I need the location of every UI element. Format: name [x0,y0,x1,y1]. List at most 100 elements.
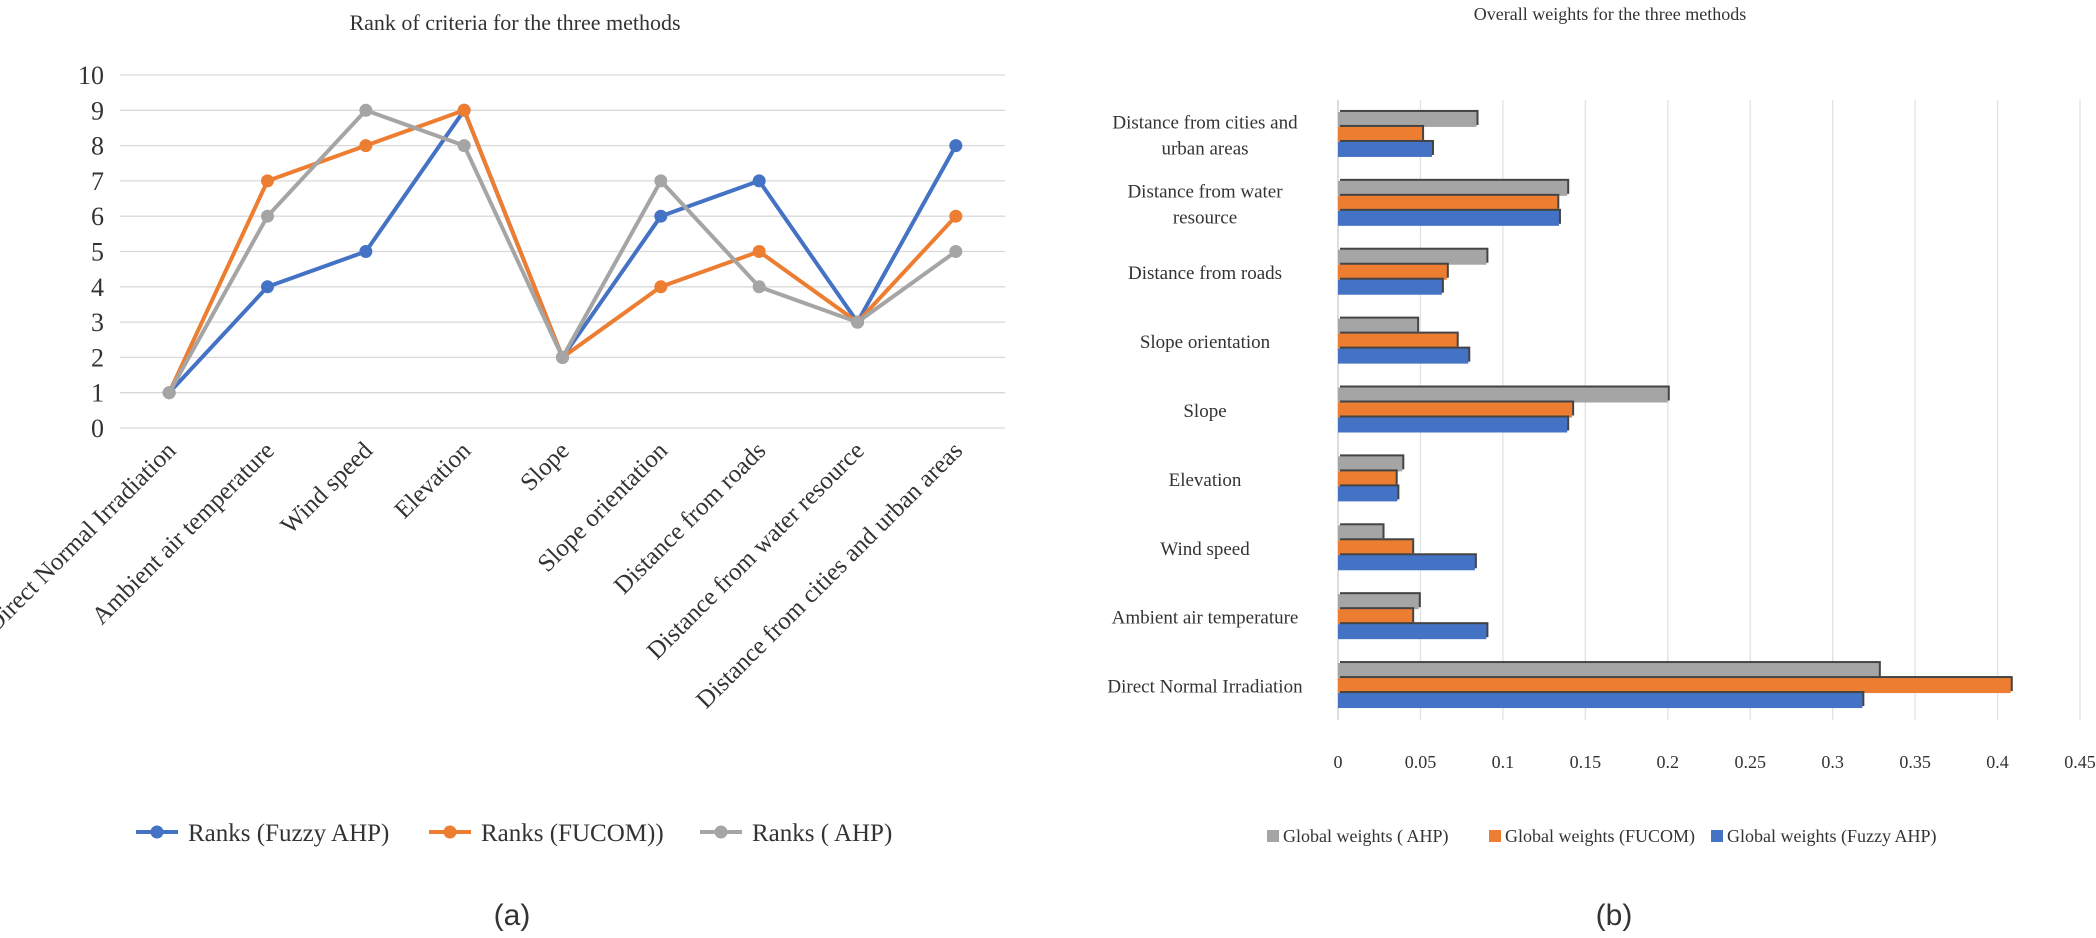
x-tick-0: 0 [1334,752,1343,772]
bar [1338,693,1863,709]
bar [1338,180,1568,196]
y-tick-8: 8 [91,132,104,161]
legend-swatch-1 [1489,830,1501,842]
x-tick-0.05: 0.05 [1405,752,1437,772]
data-point [752,174,766,188]
legend-label-1: Ranks (FUCOM)) [481,820,664,847]
weights-bar-chart: Overall weights for the three methods Di… [1107,4,2095,932]
bar [1338,249,1487,265]
bar [1338,555,1475,571]
chart-a-gridlines [120,74,1005,429]
legend-label-0: Ranks (Fuzzy AHP) [188,820,389,847]
x-tick-label: Elevation [390,437,477,524]
data-point [359,103,373,117]
y-tick-9: 9 [91,96,104,125]
x-tick-0.1: 0.1 [1492,752,1515,772]
bar [1338,456,1403,472]
y-tick-6: 6 [91,202,104,231]
x-tick-0.15: 0.15 [1570,752,1602,772]
bar [1338,402,1573,418]
legend-swatch-2 [1267,830,1279,842]
chart-b-x-tick-labels: 0 0.05 0.1 0.15 0.2 0.25 0.3 0.35 0.4 0.45 [1334,752,2096,772]
bar [1338,111,1477,127]
y-tick-4: 4 [91,273,104,302]
data-point [261,209,274,223]
legend-label-2: Global weights ( AHP) [1283,826,1449,847]
chart-a-title: Rank of criteria for the three methods [349,10,680,35]
category-label: urban areas [1161,138,1248,159]
data-point [752,245,766,258]
bar [1338,348,1469,364]
data-point [851,315,864,329]
x-tick-label: Slope [515,437,574,496]
bar [1338,195,1558,211]
panel-label-a: (a) [494,899,531,932]
x-tick-0.25: 0.25 [1734,752,1766,772]
y-tick-3: 3 [91,308,104,337]
data-point [654,174,668,188]
legend-swatch-0 [1711,830,1723,842]
x-tick-0.2: 0.2 [1657,752,1680,772]
x-tick-label: Ambient air temperature [87,437,280,630]
legend-marker-0 [150,825,164,839]
data-point [261,174,274,188]
bar [1338,471,1396,487]
data-point [654,209,668,223]
category-label: Distance from roads [1128,263,1282,284]
legend-label-1: Global weights (FUCOM) [1505,826,1695,847]
y-tick-5: 5 [91,238,104,267]
x-tick-0.45: 0.45 [2064,752,2096,772]
bar [1338,264,1447,280]
bar [1338,678,2011,694]
bar [1338,417,1568,433]
data-point [359,245,373,258]
rank-line-chart: Rank of criteria for the three methods 0… [0,10,1005,932]
panel-label-b: (b) [1596,899,1633,932]
category-label: Direct Normal Irradiation [1107,677,1303,698]
chart-b-legend: Global weights ( AHP) Global weights (FUC… [1267,826,1936,847]
bar [1338,126,1423,142]
data-point [949,209,963,223]
x-tick-0.35: 0.35 [1899,752,1931,772]
data-point [949,139,963,153]
x-tick-0.4: 0.4 [1986,752,2009,772]
category-label: Elevation [1169,470,1242,491]
bar [1338,624,1487,640]
category-label: Slope orientation [1140,332,1271,353]
y-tick-2: 2 [91,343,104,372]
y-tick-1: 1 [91,379,104,408]
bar [1338,540,1413,556]
data-point [162,386,176,400]
bar [1338,609,1413,625]
data-point [457,139,471,153]
chart-b-bars [1338,109,2013,709]
bar [1338,210,1559,226]
category-label: Wind speed [1160,539,1250,560]
category-label: Distance from water [1127,181,1283,202]
bar [1338,387,1668,403]
bar [1338,594,1419,610]
y-tick-0: 0 [91,414,104,443]
x-tick-0.3: 0.3 [1821,752,1844,772]
category-label: Slope [1183,401,1226,422]
category-label: Distance from cities and [1112,112,1298,133]
y-tick-10: 10 [78,61,104,90]
chart-a-y-tick-labels: 0 1 2 3 4 5 6 7 8 9 10 [78,61,104,443]
legend-label-2: Ranks ( AHP) [752,820,892,847]
chart-a-legend: Ranks (Fuzzy AHP) Ranks (FUCOM)) Ranks ( A… [136,820,892,847]
y-tick-7: 7 [91,167,104,196]
legend-marker-2 [714,825,728,839]
bar [1338,141,1432,157]
legend-label-0: Global weights (Fuzzy AHP) [1727,826,1936,847]
data-point [359,139,373,153]
chart-a-series [162,103,963,400]
bar [1338,318,1418,334]
data-point [654,280,668,294]
x-tick-label: Wind speed [276,437,379,540]
bar [1338,486,1398,502]
bar [1338,663,1879,679]
bar [1338,333,1457,349]
chart-b-title: Overall weights for the three methods [1474,4,1746,24]
